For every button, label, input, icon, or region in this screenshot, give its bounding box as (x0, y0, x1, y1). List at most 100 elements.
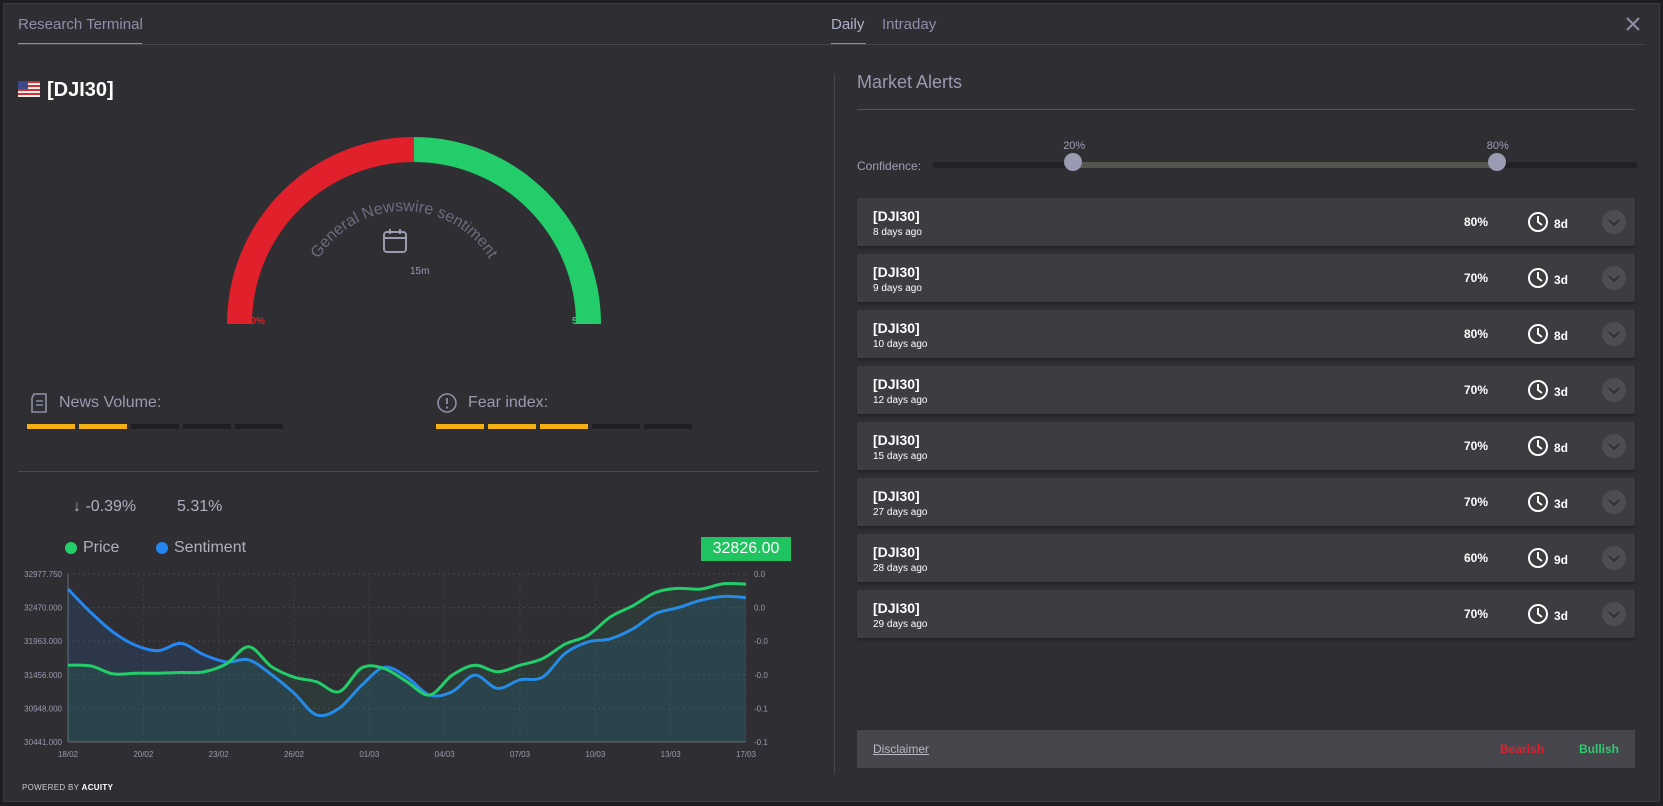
news-volume-segment (183, 424, 231, 429)
x-tick: 04/03 (435, 750, 456, 759)
chevron-down-icon (1608, 219, 1620, 227)
gauge-bullish-arc (414, 137, 601, 324)
price-change-value: -0.39% (85, 498, 137, 515)
gauge-bearish-arc (227, 137, 414, 324)
alert-row[interactable]: [DJI30] 12 days ago 70% 3d (857, 366, 1635, 414)
legend-price-label: Price (83, 539, 120, 556)
clock-icon (1528, 324, 1548, 344)
confidence-min-label: 20% (1063, 140, 1086, 152)
market-alerts-title: Market Alerts (857, 72, 963, 92)
disclaimer-link[interactable]: Disclaimer (873, 742, 930, 756)
x-tick: 10/03 (585, 750, 606, 759)
alert-symbol: [DJI30] (873, 488, 920, 504)
alert-time: 8 days ago (873, 227, 922, 238)
bearish-legend: Bearish (1500, 742, 1545, 756)
us-flag-icon (18, 81, 40, 97)
chevron-down-icon (1608, 499, 1620, 507)
clock-icon (1528, 548, 1548, 568)
legend-sentiment[interactable]: Sentiment (156, 539, 246, 557)
news-document-icon (31, 393, 47, 413)
alert-time: 9 days ago (873, 283, 922, 294)
x-tick: 01/03 (359, 750, 380, 759)
y-left-tick: 30441.000 (24, 738, 62, 747)
sentiment-stat-value: 5.31% (177, 498, 223, 515)
alert-symbol: [DJI30] (873, 544, 920, 560)
alert-row[interactable]: [DJI30] 8 days ago 80% 8d (857, 198, 1635, 246)
alert-confidence: 70% (1464, 383, 1489, 397)
y-left-tick: 30948.000 (24, 704, 62, 713)
sentiment-gauge: General Newswire sentiment (227, 137, 601, 324)
chevron-down-icon (1608, 443, 1620, 451)
price-dot-icon (65, 542, 77, 554)
news-volume-segment (27, 424, 75, 429)
alert-time: 29 days ago (873, 619, 928, 630)
alert-symbol: [DJI30] (873, 264, 920, 280)
alert-row[interactable]: [DJI30] 28 days ago 60% 9d (857, 534, 1635, 582)
y-right-tick: -0.1 (754, 704, 768, 713)
price-series-line (67, 581, 747, 697)
expand-button[interactable] (1602, 378, 1626, 402)
news-volume-bars (27, 424, 283, 429)
gauge-timeframe: 15m (410, 266, 430, 277)
app-title: Research Terminal (18, 16, 143, 33)
alert-time: 28 days ago (873, 563, 928, 574)
last-price-tag: 32826.00 (701, 537, 791, 561)
gauge-bullish-pct: 50% (572, 316, 593, 327)
confidence-min-handle[interactable] (1064, 153, 1083, 171)
y-left-tick: 32977.750 (24, 570, 62, 579)
alert-row[interactable]: [DJI30] 10 days ago 80% 8d (857, 310, 1635, 358)
legend-price[interactable]: Price (65, 539, 119, 557)
alert-row[interactable]: [DJI30] 27 days ago 70% 3d (857, 478, 1635, 526)
price-area (68, 583, 746, 742)
expand-button[interactable] (1602, 602, 1626, 626)
alert-symbol: [DJI30] (873, 600, 920, 616)
clock-icon (1528, 604, 1548, 624)
research-terminal-window: Research Terminal Daily Intraday [DJI30]… (3, 3, 1660, 802)
chevron-down-icon (1608, 331, 1620, 339)
powered-by: POWERED BY ACUITY (22, 783, 113, 792)
clock-icon (1528, 492, 1548, 512)
expand-button[interactable] (1602, 434, 1626, 458)
alert-duration: 8d (1554, 441, 1569, 455)
chevron-down-icon (1608, 275, 1620, 283)
alert-row[interactable]: [DJI30] 15 days ago 70% 8d (857, 422, 1635, 470)
price-change-stat: ↓ -0.39% (73, 498, 136, 516)
confidence-slider-range (1073, 162, 1497, 168)
alert-confidence: 80% (1464, 215, 1489, 229)
calendar-icon (383, 229, 407, 253)
x-tick: 07/03 (510, 750, 531, 759)
alert-duration: 9d (1554, 553, 1569, 567)
powered-by-prefix: POWERED BY (22, 783, 80, 792)
gauge-bearish-pct: 50% (245, 316, 266, 327)
x-tick: 13/03 (661, 750, 682, 759)
y-right-tick: -0.0 (754, 637, 768, 646)
alert-row[interactable]: [DJI30] 29 days ago 70% 3d (857, 590, 1635, 638)
alert-row[interactable]: [DJI30] 9 days ago 70% 3d (857, 254, 1635, 302)
y-right-tick: -0.1 (754, 738, 768, 747)
expand-button[interactable] (1602, 210, 1626, 234)
y-left-tick: 32470.000 (24, 604, 62, 613)
expand-button[interactable] (1602, 322, 1626, 346)
header: Research Terminal Daily Intraday (4, 4, 1659, 48)
tab-intraday[interactable]: Intraday (882, 16, 937, 33)
header-divider (18, 44, 1645, 45)
legend-sentiment-label: Sentiment (174, 539, 247, 556)
y-left-tick: 31456.000 (24, 671, 62, 680)
expand-button[interactable] (1602, 546, 1626, 570)
panel-divider (834, 74, 835, 774)
confidence-slider-track[interactable] (932, 162, 1638, 168)
clock-icon (1528, 436, 1548, 456)
x-tick: 23/02 (209, 750, 230, 759)
acuity-logo: ACUITY (81, 783, 114, 792)
clock-icon (1528, 380, 1548, 400)
expand-button[interactable] (1602, 490, 1626, 514)
expand-button[interactable] (1602, 266, 1626, 290)
close-icon[interactable] (1623, 14, 1643, 34)
alert-symbol: [DJI30] (873, 208, 920, 224)
tab-daily[interactable]: Daily (831, 16, 865, 33)
alert-confidence: 60% (1464, 551, 1489, 565)
y-left-tick: 31963.000 (24, 637, 62, 646)
alert-confidence: 70% (1464, 495, 1489, 509)
confidence-max-handle[interactable] (1487, 153, 1506, 171)
x-tick: 20/02 (133, 750, 154, 759)
